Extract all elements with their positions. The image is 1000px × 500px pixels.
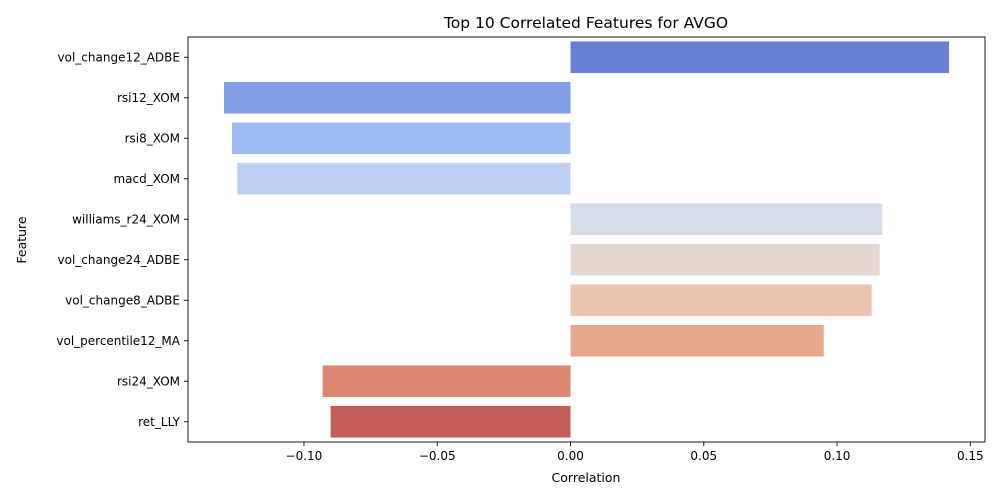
y-tick-label: ret_LLY — [138, 415, 181, 429]
bar-rsi12_XOM — [223, 81, 571, 114]
y-axis-label: Feature — [14, 216, 29, 264]
y-tick-label: vol_percentile12_MA — [56, 334, 180, 348]
y-tick-label: vol_change24_ADBE — [58, 253, 180, 267]
y-tick-label: macd_XOM — [113, 172, 180, 186]
bar-vol_change8_ADBE — [570, 284, 872, 317]
bar-macd_XOM — [237, 162, 571, 195]
x-tick-label: −0.05 — [419, 449, 456, 463]
y-tick-label: rsi8_XOM — [125, 131, 180, 145]
x-tick-label: 0.10 — [824, 449, 851, 463]
x-tick-label: 0.00 — [557, 449, 584, 463]
y-tick-label: williams_r24_XOM — [72, 212, 180, 226]
bar-vol_percentile12_MA — [570, 324, 824, 357]
x-axis-label: Correlation — [552, 470, 621, 485]
bar-rsi8_XOM — [231, 122, 571, 155]
plot-frame — [187, 36, 986, 443]
x-ticks-layer: −0.10 −0.05 0.00 0.05 0.10 0.15 — [286, 442, 984, 463]
x-tick-label: −0.10 — [286, 449, 323, 463]
y-tick-label: vol_change8_ADBE — [65, 293, 180, 307]
chart-title: Top 10 Correlated Features for AVGO — [443, 14, 728, 32]
x-tick-label: 0.15 — [957, 449, 984, 463]
y-ticks-layer: vol_change12_ADBE rsi12_XOM rsi8_XOM macd_X… — [56, 50, 188, 429]
bars-layer — [223, 41, 950, 438]
bar-vol_change12_ADBE — [570, 41, 950, 74]
y-tick-label: vol_change12_ADBE — [58, 50, 180, 64]
y-tick-label: rsi24_XOM — [117, 374, 180, 388]
y-tick-label: rsi12_XOM — [117, 91, 180, 105]
bar-vol_change24_ADBE — [570, 243, 880, 276]
bar-rsi24_XOM — [322, 365, 571, 398]
x-tick-label: 0.05 — [690, 449, 717, 463]
bar-ret_LLY — [330, 405, 571, 438]
bar-williams_r24_XOM — [570, 203, 883, 236]
